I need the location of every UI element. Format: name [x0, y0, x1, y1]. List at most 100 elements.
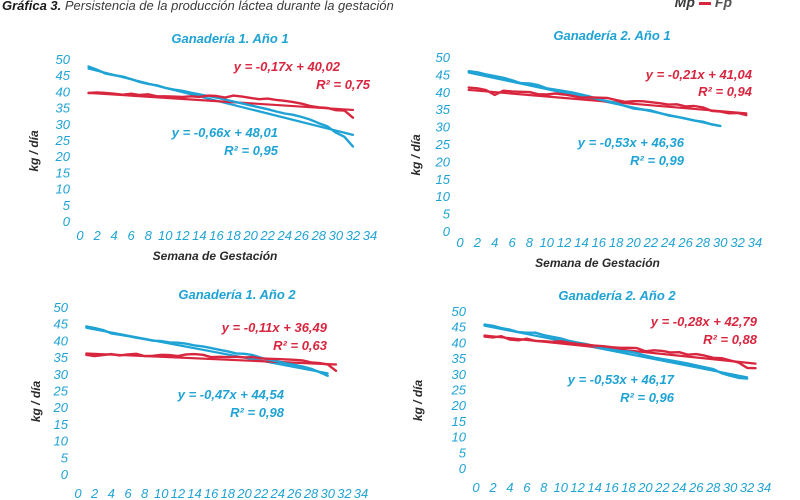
y-tick-label: 20	[435, 154, 451, 169]
y-tick-label: 10	[56, 182, 71, 197]
fp-r-squared: R² = 0,94	[698, 84, 753, 99]
x-tick-label: 20	[637, 480, 653, 495]
x-tick-label: 26	[677, 235, 693, 250]
y-tick-label: 20	[55, 149, 71, 164]
y-tick-label: 35	[436, 102, 451, 117]
x-tick-label: 24	[660, 235, 675, 250]
x-tick-label: 16	[604, 480, 619, 495]
x-tick-label: 34	[757, 480, 771, 495]
fp-r-squared: R² = 0,88	[703, 332, 758, 347]
y-tick-label: 35	[452, 351, 467, 366]
x-tick-label: 0	[76, 228, 84, 243]
fp-series-line	[87, 91, 355, 119]
y-tick-label: 5	[63, 198, 71, 213]
x-tick-label: 28	[303, 486, 319, 500]
x-axis-label: Semana de Gestación	[153, 249, 278, 263]
x-tick-label: 12	[557, 235, 572, 250]
x-tick-label: 12	[570, 480, 585, 495]
y-tick-label: 45	[452, 320, 467, 335]
caption-text: Persistencia de la producción láctea dur…	[64, 0, 394, 13]
x-tick-label: 34	[748, 235, 762, 250]
mp-equation: y = -0,66x + 48,01	[171, 125, 278, 140]
x-tick-label: 8	[540, 480, 548, 495]
x-tick-label: 8	[145, 228, 153, 243]
x-tick-label: 30	[320, 486, 335, 500]
y-tick-label: 5	[61, 450, 69, 465]
fp-series-line	[85, 352, 338, 373]
y-tick-label: 15	[54, 417, 69, 432]
mp-r-squared: R² = 0,98	[230, 405, 285, 420]
x-tick-label: 6	[508, 235, 516, 250]
figure-caption: Gráfica 3. Persistencia de la producción…	[2, 0, 394, 13]
x-tick-label: 18	[621, 480, 636, 495]
x-tick-label: 20	[625, 235, 641, 250]
x-tick-label: 22	[654, 480, 670, 495]
x-tick-label: 0	[472, 480, 480, 495]
y-tick-label: 25	[435, 137, 451, 152]
x-tick-label: 34	[354, 486, 368, 500]
fp-series-line	[483, 335, 757, 370]
x-tick-label: 32	[730, 235, 745, 250]
y-tick-label: 50	[54, 300, 69, 315]
y-tick-label: 30	[56, 117, 71, 132]
x-tick-label: 10	[553, 480, 568, 495]
fp-trendline	[87, 91, 355, 112]
x-tick-label: 32	[346, 228, 361, 243]
x-tick-label: 4	[108, 486, 115, 500]
chart-title: Ganadería 1. Año 2	[178, 287, 296, 302]
x-tick-label: 18	[221, 486, 236, 500]
fp-equation: y = -0,11x + 36,49	[221, 320, 328, 335]
y-tick-label: 5	[459, 445, 467, 460]
x-tick-label: 28	[705, 480, 721, 495]
x-tick-label: 6	[128, 228, 136, 243]
mp-series-line	[85, 325, 329, 378]
mp-equation: y = -0,53x + 46,36	[577, 135, 685, 150]
x-axis-label: Semana de Gestación	[535, 256, 660, 270]
x-tick-label: 0	[456, 235, 464, 250]
y-tick-label: 30	[452, 367, 467, 382]
legend-fp-swatch	[698, 1, 711, 5]
y-tick-label: 50	[452, 304, 467, 319]
x-tick-label: 10	[540, 235, 555, 250]
mp-r-squared: R² = 0,95	[224, 143, 279, 158]
y-tick-label: 35	[56, 101, 71, 116]
x-tick-label: 4	[111, 228, 118, 243]
x-tick-label: 22	[259, 228, 275, 243]
x-tick-label: 20	[242, 228, 258, 243]
y-tick-label: 0	[443, 224, 451, 239]
x-tick-label: 32	[337, 486, 352, 500]
legend-fp-label: Fp	[714, 0, 732, 10]
y-tick-label: 20	[451, 398, 467, 413]
y-tick-label: 25	[53, 384, 69, 399]
x-tick-label: 30	[329, 228, 344, 243]
fp-equation: y = -0,21x + 41,04	[645, 67, 753, 82]
x-tick-label: 12	[171, 486, 186, 500]
x-tick-label: 18	[226, 228, 241, 243]
x-tick-label: 14	[587, 480, 601, 495]
y-tick-label: 30	[436, 120, 451, 135]
caption-prefix: Gráfica 3.	[2, 0, 62, 13]
mp-series-line	[87, 65, 355, 148]
x-tick-label: 16	[204, 486, 219, 500]
y-tick-label: 15	[56, 165, 71, 180]
mp-series-line	[483, 323, 749, 380]
y-tick-label: 25	[451, 383, 467, 398]
x-tick-label: 10	[154, 486, 169, 500]
legend-mp-label: Mp	[674, 0, 695, 10]
x-tick-label: 28	[311, 228, 327, 243]
x-tick-label: 4	[491, 235, 498, 250]
chart-title: Ganadería 2. Año 1	[553, 28, 670, 43]
y-tick-label: 15	[436, 172, 451, 187]
x-tick-label: 8	[526, 235, 534, 250]
y-tick-label: 0	[459, 461, 467, 476]
y-tick-label: 15	[452, 414, 467, 429]
y-tick-label: 35	[54, 350, 69, 365]
x-tick-label: 24	[270, 486, 285, 500]
x-tick-label: 24	[671, 480, 686, 495]
x-tick-label: 26	[286, 486, 302, 500]
x-tick-label: 16	[592, 235, 607, 250]
y-tick-label: 10	[452, 430, 467, 445]
